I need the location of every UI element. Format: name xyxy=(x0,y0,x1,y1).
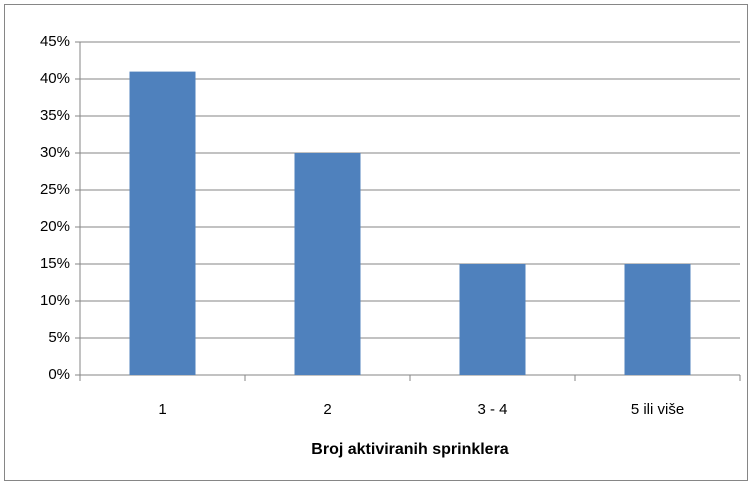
y-tick-label: 30% xyxy=(40,144,70,161)
y-tick-label: 15% xyxy=(40,255,70,272)
x-tick-label: 5 ili više xyxy=(631,401,684,418)
y-tick-label: 0% xyxy=(48,366,70,383)
x-tick-label: 1 xyxy=(158,401,166,418)
bar xyxy=(624,264,691,375)
y-tick-label: 20% xyxy=(40,218,70,235)
y-tick-label: 5% xyxy=(48,329,70,346)
y-tick-label: 35% xyxy=(40,107,70,124)
y-tick-label: 45% xyxy=(40,33,70,50)
x-axis-title: Broj aktiviranih sprinklera xyxy=(311,441,509,458)
bar xyxy=(294,153,361,375)
y-tick-label: 40% xyxy=(40,70,70,87)
bar xyxy=(129,71,196,375)
y-tick-label: 10% xyxy=(40,292,70,309)
x-tick-label: 2 xyxy=(323,401,331,418)
chart-border xyxy=(4,4,748,481)
x-tick-label: 3 - 4 xyxy=(477,401,507,418)
bar xyxy=(459,264,526,375)
y-tick-label: 25% xyxy=(40,181,70,198)
